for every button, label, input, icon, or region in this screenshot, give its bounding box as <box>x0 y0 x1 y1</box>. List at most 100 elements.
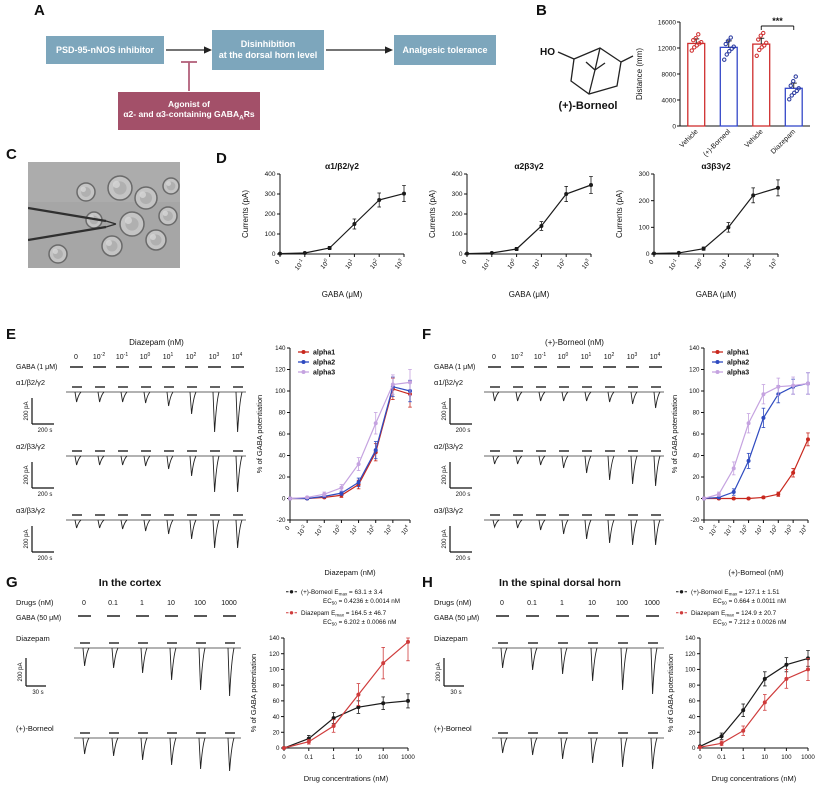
svg-text:Currents (pA): Currents (pA) <box>428 190 437 238</box>
svg-text:200 pA: 200 pA <box>24 529 30 548</box>
svg-text:10-2: 10-2 <box>93 352 105 361</box>
svg-text:alpha3: alpha3 <box>727 369 749 376</box>
svg-text:1: 1 <box>140 600 144 607</box>
flow-box-gaba-agonist: Agonist of α2- and α3-containing GABAARs <box>118 92 260 130</box>
svg-text:100: 100 <box>558 352 569 361</box>
svg-text:10: 10 <box>588 600 596 607</box>
panel-label-f: F <box>422 326 432 343</box>
svg-text:10: 10 <box>761 754 768 761</box>
svg-text:101: 101 <box>347 523 360 536</box>
svg-text:104: 104 <box>797 523 810 536</box>
svg-text:100: 100 <box>140 352 151 361</box>
svg-text:(+)-Borneol: (+)-Borneol <box>702 128 732 158</box>
svg-text:200: 200 <box>639 198 650 205</box>
svg-text:% of GABA potentiation: % of GABA potentiation <box>255 395 264 473</box>
flow-box1-text: PSD-95-nNOS inhibitor <box>55 44 154 55</box>
panel-label-b: B <box>536 2 547 19</box>
agonist-line1: Agonist of <box>167 99 211 110</box>
svg-text:140: 140 <box>269 635 280 642</box>
svg-text:120: 120 <box>269 651 280 658</box>
svg-text:102: 102 <box>555 257 568 271</box>
svg-text:200: 200 <box>452 211 463 218</box>
svg-text:alpha1: alpha1 <box>727 349 749 356</box>
svg-text:Diazepam: Diazepam <box>770 128 797 155</box>
svg-text:0: 0 <box>500 600 504 607</box>
molecule-name: (+)-Borneol <box>558 100 618 112</box>
svg-text:0: 0 <box>272 251 276 258</box>
svg-text:100: 100 <box>639 225 650 232</box>
svg-text:200: 200 <box>265 211 276 218</box>
cortex-title: In the cortex <box>98 577 162 589</box>
svg-text:0: 0 <box>698 754 702 761</box>
svg-text:0.1: 0.1 <box>108 600 118 607</box>
svg-text:200 s: 200 s <box>38 492 53 498</box>
svg-text:200 pA: 200 pA <box>24 465 30 484</box>
svg-text:% of GABA potentiation: % of GABA potentiation <box>249 654 258 732</box>
svg-text:10-1: 10-1 <box>292 257 306 272</box>
svg-text:200 pA: 200 pA <box>18 662 24 681</box>
svg-text:103: 103 <box>209 352 220 361</box>
svg-text:100: 100 <box>689 388 700 395</box>
svg-text:0: 0 <box>648 258 656 266</box>
svg-text:101: 101 <box>343 257 356 271</box>
svg-text:0: 0 <box>672 123 676 130</box>
svg-text:103: 103 <box>579 257 592 271</box>
svg-text:200 s: 200 s <box>456 428 471 434</box>
svg-text:α1/β2/γ2: α1/β2/γ2 <box>434 378 463 387</box>
svg-text:10-1: 10-1 <box>666 257 680 272</box>
svg-text:Drug concentrations (nM): Drug concentrations (nM) <box>304 774 389 783</box>
svg-text:0: 0 <box>74 354 78 361</box>
svg-text:60: 60 <box>273 698 280 705</box>
panel-label-d: D <box>216 150 227 167</box>
svg-text:10-1: 10-1 <box>721 523 735 537</box>
svg-text:0: 0 <box>492 354 496 361</box>
svg-text:101: 101 <box>163 352 174 361</box>
svg-text:100: 100 <box>194 600 206 607</box>
svg-text:α2β3γ2: α2β3γ2 <box>514 161 544 171</box>
svg-text:GABA (1 μM): GABA (1 μM) <box>434 364 475 371</box>
svg-text:0: 0 <box>284 524 292 532</box>
svg-text:Drug concentrations (nM): Drug concentrations (nM) <box>712 774 797 783</box>
svg-text:α3/β3/γ2: α3/β3/γ2 <box>434 506 463 515</box>
svg-text:α3/β3/γ2: α3/β3/γ2 <box>16 506 45 515</box>
svg-text:Distance (mm): Distance (mm) <box>635 48 644 100</box>
svg-text:200 pA: 200 pA <box>436 662 442 681</box>
svg-text:α3β3γ2: α3β3γ2 <box>701 161 731 171</box>
svg-text:% of GABA potentiation: % of GABA potentiation <box>666 654 675 732</box>
svg-text:101: 101 <box>581 352 592 361</box>
svg-text:8000: 8000 <box>662 71 677 78</box>
borneol-current-traces: (+)-Borneol (nM) 0 10-2 10-1 100 101 102 103 104… <box>434 338 664 562</box>
svg-text:Drugs (nM): Drugs (nM) <box>434 598 472 607</box>
svg-text:103: 103 <box>766 257 779 271</box>
svg-text:10-1: 10-1 <box>312 523 326 537</box>
svg-text:300: 300 <box>639 171 650 178</box>
svg-text:EC50 = 6.202 ± 0.0066 nM: EC50 = 6.202 ± 0.0066 nM <box>323 619 397 627</box>
panel-label-h: H <box>422 574 433 591</box>
flow-box-disinhibition: Disinhibition at the dorsal horn level <box>212 30 324 70</box>
svg-text:0: 0 <box>276 745 280 752</box>
svg-text:103: 103 <box>382 523 395 536</box>
disinhibition-line2: at the dorsal horn level <box>218 50 318 60</box>
tolerance-text: Analgesic tolerance <box>402 44 488 55</box>
svg-text:140: 140 <box>685 635 696 642</box>
gaba-dose-response-a1b2g2: 0 100 200 300 400 0 10-1 100 101 102 103 Currents (… <box>241 161 406 299</box>
svg-text:1: 1 <box>560 600 564 607</box>
borneol-structure-drawing: HO <box>540 47 634 95</box>
svg-text:α2/β3/γ2: α2/β3/γ2 <box>434 442 463 451</box>
svg-text:1: 1 <box>741 754 745 761</box>
svg-text:GABA (μM): GABA (μM) <box>322 290 363 299</box>
svg-text:(+)-Borneol (nM): (+)-Borneol (nM) <box>728 568 784 577</box>
svg-text:0: 0 <box>461 258 469 266</box>
svg-text:(+)-Borneol Emax = 127.1 ± 1.: (+)-Borneol Emax = 127.1 ± 1.51 <box>691 589 780 597</box>
flow-box-psd95-nnos-inhibitor: PSD-95-nNOS inhibitor <box>46 36 164 64</box>
svg-text:102: 102 <box>767 523 780 536</box>
svg-text:200 s: 200 s <box>38 556 53 562</box>
svg-text:Diazepam Emax = 164.5 ± 46.7: Diazepam Emax = 164.5 ± 46.7 <box>301 610 387 618</box>
svg-text:80: 80 <box>273 682 280 689</box>
svg-text:200 pA: 200 pA <box>442 529 448 548</box>
svg-text:101: 101 <box>752 523 765 536</box>
svg-text:1000: 1000 <box>644 600 660 607</box>
